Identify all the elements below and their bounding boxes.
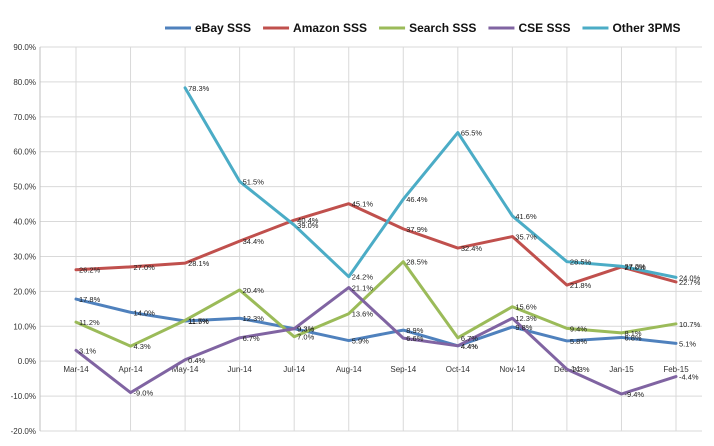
y-tick-label: -20.0% [11,427,36,436]
data-label: 7.0% [297,333,314,342]
data-label: 78.3% [188,84,210,93]
data-label: 45.1% [352,200,374,209]
y-tick-label: 20.0% [13,287,36,296]
legend-label: Search SSS [409,21,476,35]
y-tick-label: 10.0% [13,322,36,331]
y-tick-label: 80.0% [13,78,36,87]
data-label: -4.4% [679,373,699,382]
data-label: 13.6% [352,310,374,319]
data-label: 37.9% [406,225,428,234]
x-tick-label: Mar-14 [63,365,89,374]
data-label: 17.8% [79,295,101,304]
data-label: 51.5% [243,177,265,186]
data-label: 27.0% [134,263,156,272]
data-label: 9.3% [297,325,314,334]
data-label: 24.2% [352,273,374,282]
data-label: -9.4% [624,390,644,399]
y-tick-label: 50.0% [13,183,36,192]
data-label-layer: 17.8% 14.0% 11.5% 12.3% 9.3% 5.9% 8.9% 4.4% 9.8%… [79,84,701,399]
data-label: 39.0% [297,221,319,230]
data-label: 41.6% [515,212,537,221]
data-label: 12.3% [515,314,537,323]
x-tick-label: Sep-14 [390,365,416,374]
x-tick-label: Apr-14 [119,365,144,374]
data-label: 28.1% [188,259,210,268]
data-label: 32.4% [461,244,483,253]
data-label: 5.1% [679,339,696,348]
data-label: 6.8% [624,333,641,342]
x-tick-label: Oct-14 [446,365,471,374]
data-label: 4.3% [134,342,151,351]
data-label: -9.0% [134,389,154,398]
data-label: 26.2% [79,266,101,275]
data-label: 11.7% [188,316,209,325]
y-tick-label: 70.0% [13,113,36,122]
data-label: 15.6% [515,303,537,312]
data-label: 35.7% [515,233,537,242]
series-line-cse-sss [74,286,678,396]
data-label: 20.4% [243,286,265,295]
data-label: 27.2% [624,262,646,271]
data-label: 10.7% [679,320,701,329]
data-label: 6.7% [461,334,478,343]
data-label: 9.4% [570,324,587,333]
series-line-other-3pms [183,86,678,279]
data-label: 9.3% [297,325,314,334]
data-label: 24.0% [679,273,701,282]
y-tick-label: 30.0% [13,252,36,261]
data-label: 0.4% [188,356,205,365]
series-layer [74,86,678,396]
data-label: 5.9% [352,337,369,346]
data-label: 5.8% [570,337,587,346]
data-label: 11.5% [188,317,209,326]
legend-label: Amazon SSS [293,21,367,35]
data-label: 4.4% [461,342,478,351]
x-tick-label: Jul-14 [283,365,305,374]
x-tick-label: Aug-14 [336,365,362,374]
data-label: 46.4% [406,195,428,204]
y-tick-label: 40.0% [13,218,36,227]
x-tick-label: Jun-14 [227,365,252,374]
data-label: 22.7% [679,278,701,287]
data-label: 12.3% [243,314,265,323]
data-label: 28.5% [570,258,592,267]
data-label: 8.9% [406,326,423,335]
series-line-search-sss [74,260,678,348]
y-tick-label: -10.0% [11,392,36,401]
y-tick-label: 60.0% [13,148,36,157]
data-label: 28.5% [406,258,428,267]
data-label: 8.1% [624,329,641,338]
x-tick-label: Nov-14 [499,365,525,374]
data-label: 21.8% [570,281,592,290]
data-label: 27.0% [624,263,646,272]
legend-label: Other 3PMS [612,21,680,35]
data-label: 6.6% [406,334,423,343]
data-label: 65.5% [461,129,483,138]
data-label: 34.4% [243,237,265,246]
x-tick-label: Feb-15 [663,365,689,374]
data-label: 14.0% [134,308,156,317]
data-label: -2.3% [570,365,590,374]
legend-label: CSE SSS [518,21,570,35]
x-tick-label: May-14 [172,365,199,374]
data-label: 6.7% [243,334,260,343]
data-label: 21.1% [352,284,374,293]
legend-label: eBay SSS [195,21,251,35]
series-line-amazon-sss [74,202,678,287]
y-tick-label: 90.0% [13,43,36,52]
data-label: 11.2% [79,318,100,327]
data-label: 3.1% [79,346,96,355]
x-tick-label: Jan-15 [609,365,634,374]
legend: eBay SSS Amazon SSS Search SSS CSE SSS Other… [165,21,680,35]
data-label: 4.4% [461,342,478,351]
series-line-ebay-sss [74,297,678,348]
y-tick-label: 0.0% [18,357,36,366]
grid-layer [40,46,702,432]
data-label: 9.8% [515,323,532,332]
data-label: 40.4% [297,216,319,225]
